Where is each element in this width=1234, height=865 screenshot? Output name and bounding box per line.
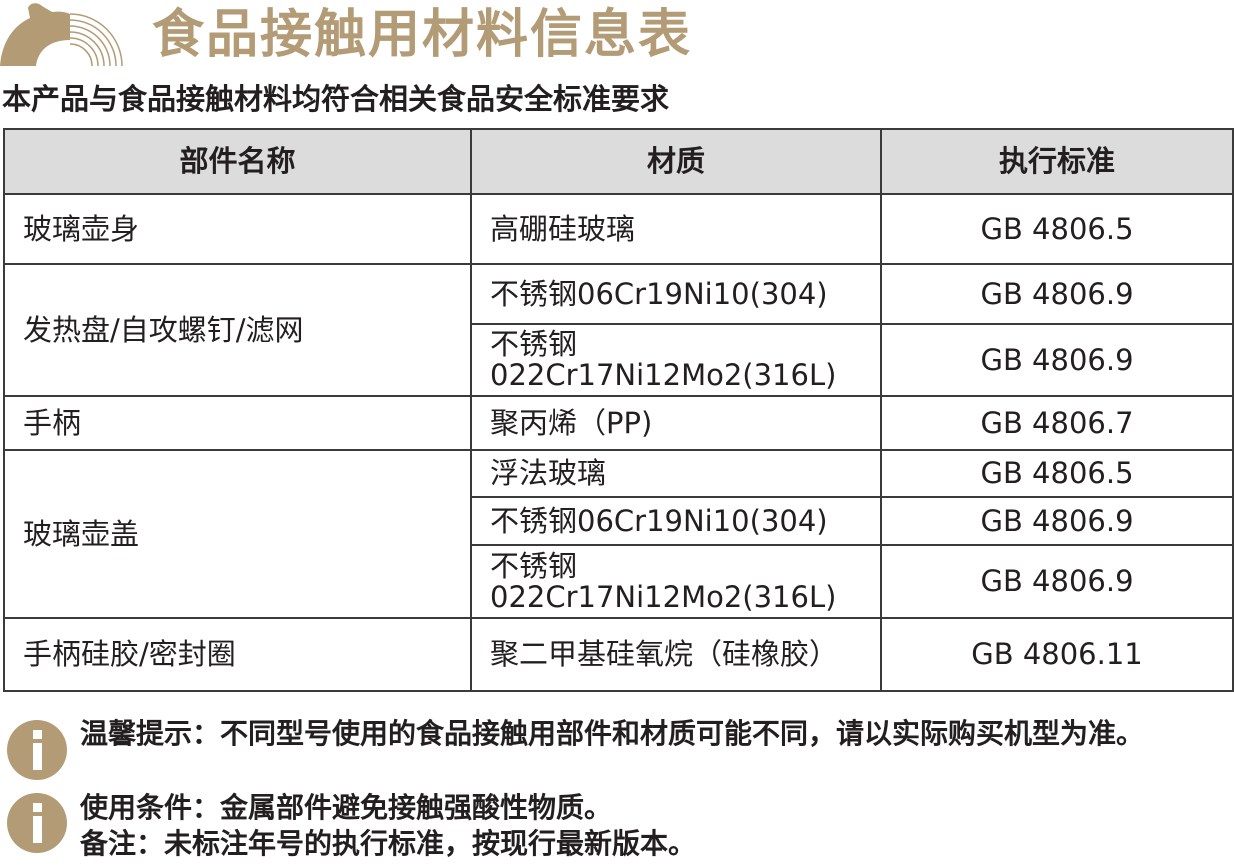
info-icon	[7, 793, 67, 853]
info-icon	[7, 720, 67, 780]
tip-note: 温馨提示：不同型号使用的食品接触用部件和材质可能不同，请以实际购买机型为准。	[80, 717, 1145, 750]
material-cell: 聚丙烯（PP)	[470, 395, 882, 451]
standard-cell: GB 4806.11	[880, 617, 1234, 692]
part-cell: 发热盘/自攻螺钉/滤网	[3, 263, 472, 397]
table-row: 玻璃壶身 高硼硅玻璃 GB 4806.5	[3, 193, 1234, 265]
materials-table: 部件名称 材质 执行标准 玻璃壶身 高硼硅玻璃 GB 4806.5 发热盘/自攻…	[3, 128, 1234, 692]
material-cell: 不锈钢 022Cr17Ni12Mo2(316L)	[470, 323, 882, 397]
part-cell: 手柄	[3, 395, 472, 451]
remark-note: 备注：未标注年号的执行标准，按现行最新版本。	[80, 827, 697, 860]
material-cell: 高硼硅玻璃	[470, 193, 882, 265]
brand-logo	[0, 3, 123, 66]
page-subtitle: 本产品与食品接触材料均符合相关食品安全标准要求	[2, 82, 670, 116]
standard-cell: GB 4806.9	[880, 496, 1234, 546]
material-cell: 不锈钢06Cr19Ni10(304)	[470, 496, 882, 546]
table-row: 手柄硅胶/密封圈 聚二甲基硅氧烷（硅橡胶） GB 4806.11	[3, 617, 1234, 692]
table-row: 不锈钢 022Cr17Ni12Mo2(316L) GB 4806.9	[4, 323, 1234, 397]
table-header-row: 部件名称 材质 执行标准	[3, 128, 1234, 195]
table-row: 不锈钢06Cr19Ni10(304) GB 4806.9	[4, 496, 1234, 546]
table-row: 玻璃壶盖 浮法玻璃 GB 4806.5	[3, 449, 1234, 619]
part-cell: 玻璃壶身	[3, 193, 472, 265]
standard-cell: GB 4806.7	[880, 395, 1234, 451]
material-cell: 不锈钢06Cr19Ni10(304)	[470, 263, 882, 325]
table-row: 不锈钢 022Cr17Ni12Mo2(316L) GB 4806.9	[4, 544, 1234, 619]
part-cell: 手柄硅胶/密封圈	[3, 617, 472, 692]
column-header: 材质	[470, 128, 882, 195]
table-row: 发热盘/自攻螺钉/滤网 不锈钢06Cr19Ni10(304) GB 4806.9	[3, 263, 1234, 397]
column-header: 执行标准	[880, 128, 1234, 195]
page-title: 食品接触用材料信息表	[152, 5, 693, 65]
standard-cell: GB 4806.5	[880, 193, 1234, 265]
usage-note: 使用条件：金属部件避免接触强酸性物质。	[80, 791, 613, 824]
standard-cell: GB 4806.9	[880, 263, 1234, 325]
material-cell: 聚二甲基硅氧烷（硅橡胶）	[470, 617, 882, 692]
material-cell: 不锈钢 022Cr17Ni12Mo2(316L)	[470, 544, 882, 619]
standard-cell: GB 4806.9	[880, 544, 1234, 619]
table-row: 手柄 聚丙烯（PP) GB 4806.7	[3, 395, 1234, 451]
part-cell: 玻璃壶盖	[3, 449, 472, 619]
material-cell: 浮法玻璃	[470, 449, 882, 498]
column-header: 部件名称	[3, 128, 472, 195]
standard-cell: GB 4806.5	[880, 449, 1234, 498]
standard-cell: GB 4806.9	[880, 323, 1234, 397]
